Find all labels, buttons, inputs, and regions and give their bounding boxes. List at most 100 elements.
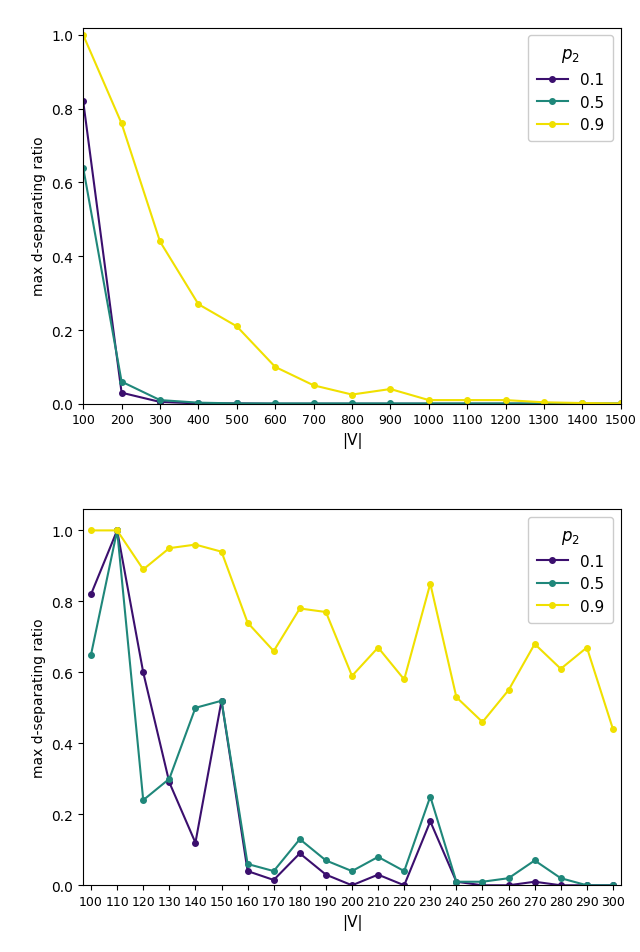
Legend: 0.1, 0.5, 0.9: 0.1, 0.5, 0.9: [528, 517, 613, 624]
0.1: [387, 399, 394, 410]
0.1: [140, 667, 147, 679]
0.5: [244, 859, 252, 870]
0.1: [583, 880, 591, 891]
0.1: [191, 837, 199, 848]
0.5: [270, 865, 278, 877]
0.5: [79, 163, 87, 174]
0.5: [166, 773, 173, 784]
Line: 0.1: 0.1: [81, 99, 623, 407]
Legend: 0.1, 0.5, 0.9: 0.1, 0.5, 0.9: [528, 36, 613, 143]
0.1: [270, 874, 278, 885]
0.5: [479, 876, 486, 887]
0.9: [617, 398, 625, 409]
0.9: [271, 362, 279, 373]
0.9: [233, 321, 241, 332]
0.9: [583, 642, 591, 653]
0.9: [322, 606, 330, 618]
0.5: [310, 398, 317, 409]
0.9: [425, 395, 433, 407]
0.9: [156, 236, 164, 248]
0.9: [310, 380, 317, 391]
0.1: [401, 880, 408, 891]
0.9: [502, 395, 509, 407]
0.9: [191, 540, 199, 551]
0.1: [118, 387, 125, 399]
0.1: [233, 398, 241, 409]
0.1: [579, 399, 586, 410]
Line: 0.9: 0.9: [88, 528, 616, 732]
0.9: [195, 299, 202, 310]
Y-axis label: max d-separating ratio: max d-separating ratio: [32, 137, 46, 296]
0.1: [540, 399, 548, 410]
Line: 0.5: 0.5: [88, 528, 616, 888]
X-axis label: |V|: |V|: [342, 914, 362, 929]
Line: 0.9: 0.9: [81, 33, 623, 407]
0.9: [579, 398, 586, 409]
0.5: [322, 855, 330, 866]
0.9: [540, 397, 548, 408]
0.1: [426, 816, 434, 827]
0.9: [426, 578, 434, 589]
X-axis label: |V|: |V|: [342, 432, 362, 448]
0.1: [156, 397, 164, 408]
0.5: [387, 398, 394, 409]
0.5: [348, 865, 356, 877]
0.5: [296, 834, 303, 845]
0.5: [505, 873, 513, 884]
Line: 0.5: 0.5: [81, 166, 623, 407]
0.1: [348, 399, 356, 410]
0.1: [502, 399, 509, 410]
0.9: [87, 526, 95, 537]
0.5: [557, 873, 564, 884]
0.1: [296, 847, 303, 859]
0.5: [609, 880, 617, 891]
0.5: [617, 398, 625, 409]
0.1: [244, 865, 252, 877]
0.1: [166, 777, 173, 788]
0.1: [557, 880, 564, 891]
0.5: [87, 649, 95, 661]
0.1: [113, 526, 121, 537]
0.5: [540, 398, 548, 409]
0.5: [531, 855, 538, 866]
0.5: [118, 377, 125, 388]
0.9: [374, 642, 382, 653]
0.9: [270, 645, 278, 657]
0.9: [118, 119, 125, 130]
0.1: [531, 876, 538, 887]
0.5: [191, 703, 199, 714]
0.9: [479, 717, 486, 728]
0.9: [401, 674, 408, 685]
0.5: [140, 795, 147, 806]
0.5: [348, 398, 356, 409]
0.9: [505, 684, 513, 696]
0.1: [348, 880, 356, 891]
Y-axis label: max d-separating ratio: max d-separating ratio: [32, 618, 46, 777]
0.9: [218, 546, 225, 558]
0.5: [233, 398, 241, 409]
0.5: [195, 398, 202, 409]
0.5: [113, 526, 121, 537]
0.5: [463, 398, 471, 409]
0.5: [426, 791, 434, 803]
0.5: [374, 851, 382, 863]
0.9: [557, 664, 564, 675]
0.1: [609, 880, 617, 891]
0.5: [271, 398, 279, 409]
0.5: [452, 876, 460, 887]
0.9: [609, 724, 617, 735]
0.1: [322, 869, 330, 881]
0.9: [296, 604, 303, 615]
0.1: [452, 876, 460, 887]
0.9: [387, 384, 394, 395]
0.5: [401, 865, 408, 877]
0.1: [425, 399, 433, 410]
0.5: [218, 695, 225, 706]
0.1: [271, 399, 279, 410]
0.1: [617, 399, 625, 410]
0.5: [579, 398, 586, 409]
0.9: [79, 30, 87, 42]
0.1: [505, 880, 513, 891]
0.9: [140, 565, 147, 576]
0.9: [348, 670, 356, 682]
